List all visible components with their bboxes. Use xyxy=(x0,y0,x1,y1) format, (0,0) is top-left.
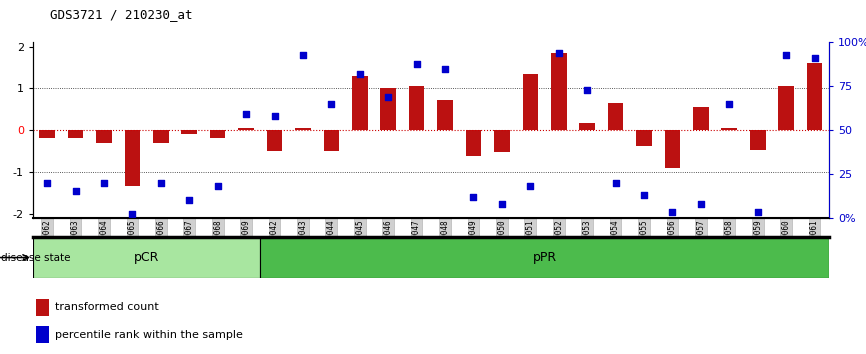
Bar xyxy=(324,130,339,151)
Text: pPR: pPR xyxy=(533,251,557,264)
Point xyxy=(523,183,537,189)
Bar xyxy=(39,130,55,138)
Point xyxy=(325,101,339,107)
Text: pCR: pCR xyxy=(134,251,159,264)
Bar xyxy=(267,130,282,151)
Bar xyxy=(637,130,652,146)
Point xyxy=(410,61,423,66)
Point xyxy=(722,101,736,107)
Point xyxy=(126,211,139,217)
Point xyxy=(580,87,594,93)
Point xyxy=(68,189,82,194)
Bar xyxy=(721,128,737,130)
Bar xyxy=(181,130,197,134)
Bar xyxy=(579,122,595,130)
Text: percentile rank within the sample: percentile rank within the sample xyxy=(55,330,243,340)
Point xyxy=(381,94,395,99)
Point xyxy=(694,201,708,206)
Point xyxy=(239,112,253,117)
Bar xyxy=(779,86,794,130)
Text: disease state: disease state xyxy=(1,252,70,263)
Bar xyxy=(125,130,140,187)
Bar xyxy=(693,107,708,130)
Point xyxy=(210,183,224,189)
Point xyxy=(609,180,623,185)
Point xyxy=(268,113,281,119)
Bar xyxy=(36,326,48,343)
Point xyxy=(637,192,651,198)
Bar xyxy=(295,128,311,130)
Bar xyxy=(664,130,681,168)
Bar xyxy=(210,130,225,138)
Point xyxy=(154,180,168,185)
Bar xyxy=(409,86,424,130)
Bar xyxy=(551,53,566,130)
Point xyxy=(779,52,793,58)
Point xyxy=(808,56,822,61)
Point xyxy=(751,210,765,215)
Point xyxy=(97,180,111,185)
Point xyxy=(665,210,679,215)
Point xyxy=(552,50,565,56)
Bar xyxy=(750,130,766,150)
Bar xyxy=(437,100,453,130)
Point xyxy=(352,71,366,77)
Bar xyxy=(352,76,367,130)
Text: GDS3721 / 210230_at: GDS3721 / 210230_at xyxy=(50,8,193,21)
Bar xyxy=(33,237,261,278)
Point xyxy=(296,52,310,58)
Bar xyxy=(36,299,48,315)
Bar xyxy=(68,130,83,138)
Bar xyxy=(153,130,169,143)
Point xyxy=(495,201,509,206)
Bar xyxy=(96,130,112,143)
Bar xyxy=(466,130,481,156)
Point xyxy=(467,194,481,200)
Text: transformed count: transformed count xyxy=(55,302,159,312)
Bar xyxy=(608,103,624,130)
Point xyxy=(40,180,54,185)
Bar xyxy=(261,237,829,278)
Point xyxy=(438,66,452,72)
Bar xyxy=(494,130,510,152)
Bar xyxy=(380,88,396,130)
Bar xyxy=(238,129,254,130)
Bar xyxy=(807,63,823,130)
Point xyxy=(183,198,197,203)
Bar xyxy=(522,74,538,130)
